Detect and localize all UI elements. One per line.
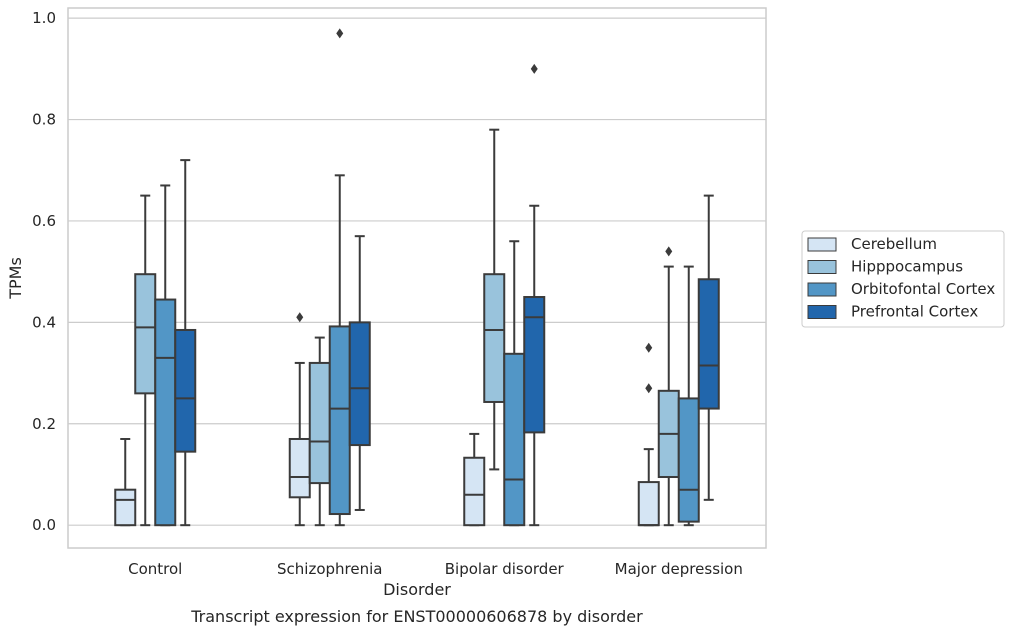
box-iqr (154, 298, 177, 527)
box-iqr (463, 456, 486, 527)
legend-swatch (807, 282, 837, 297)
x-tick-label: Major depression (615, 560, 743, 578)
legend-item: Hipppocampus (807, 258, 963, 276)
box-prefrontal-cortex (697, 194, 720, 501)
box-iqr (308, 361, 331, 485)
legend-swatch (807, 237, 837, 252)
box-groups (114, 28, 720, 527)
chart-caption: Transcript expression for ENST0000060687… (190, 607, 643, 626)
legend-label: Cerebellum (851, 235, 937, 253)
box-iqr (328, 325, 351, 516)
x-tick-label: Bipolar disorder (445, 560, 565, 578)
legend-label: Orbitofontal Cortex (851, 280, 995, 298)
y-tick-label: 0.4 (32, 313, 56, 331)
outlier-point (645, 342, 653, 353)
category-group (288, 28, 371, 527)
legend-item: Orbitofontal Cortex (807, 280, 995, 298)
outlier-point (645, 383, 653, 394)
box-iqr (697, 278, 720, 410)
outlier-point (530, 63, 538, 74)
box-iqr (174, 328, 197, 453)
box-cerebellum (637, 342, 660, 527)
legend-item: Cerebellum (807, 235, 937, 253)
box-hipppocampus (308, 336, 331, 527)
x-tick-label: Schizophrenia (277, 560, 382, 578)
box-iqr (523, 296, 546, 434)
box-prefrontal-cortex (174, 159, 197, 527)
box-cerebellum (114, 437, 137, 527)
x-axis-label: Disorder (383, 580, 451, 599)
legend-frame (801, 230, 1005, 328)
y-tick-label: 0.8 (32, 111, 56, 129)
x-tick-labels: Control Schizophrenia Bipolar disorder Majo… (128, 560, 743, 578)
x-tick-label: Control (128, 560, 182, 578)
outlier-point (296, 312, 304, 323)
y-tick-label: 0.0 (32, 516, 56, 534)
box-iqr (503, 352, 526, 527)
box-iqr (483, 273, 506, 403)
category-group (463, 63, 546, 527)
box-prefrontal-cortex (348, 235, 371, 511)
box-hipppocampus (483, 128, 506, 471)
outlier-point (336, 28, 344, 39)
y-tick-labels: 0.0 0.2 0.4 0.6 0.8 1.0 (32, 9, 56, 534)
y-axis-label: TPMs (6, 257, 25, 300)
box-iqr (637, 481, 660, 527)
box-prefrontal-cortex (523, 63, 546, 527)
box-orbitofontal-cortex (154, 184, 177, 527)
box-iqr (348, 321, 371, 447)
box-cerebellum (288, 312, 311, 527)
box-orbitofontal-cortex (677, 265, 700, 527)
legend-label: Hipppocampus (851, 258, 963, 276)
box-orbitofontal-cortex (503, 240, 526, 527)
y-tick-label: 0.2 (32, 415, 56, 433)
box-iqr (134, 273, 157, 395)
box-orbitofontal-cortex (328, 28, 351, 527)
box-iqr (677, 397, 700, 523)
box-iqr (288, 437, 311, 499)
plot-frame (67, 7, 767, 549)
category-group (114, 159, 197, 527)
outlier-point (665, 246, 673, 257)
y-tick-label: 0.6 (32, 212, 56, 230)
box-hipppocampus (134, 194, 157, 527)
box-iqr (114, 488, 137, 527)
y-tick-label: 1.0 (32, 9, 56, 27)
box-hipppocampus (657, 246, 680, 527)
category-group (637, 194, 720, 527)
box-cerebellum (463, 432, 486, 527)
legend-swatch (807, 260, 837, 274)
legend-item: Prefrontal Cortex (807, 303, 978, 321)
legend-swatch (807, 305, 837, 319)
legend: Cerebellum Hipppocampus Orbitofontal Corte… (801, 230, 1005, 328)
legend-label: Prefrontal Cortex (851, 303, 978, 321)
